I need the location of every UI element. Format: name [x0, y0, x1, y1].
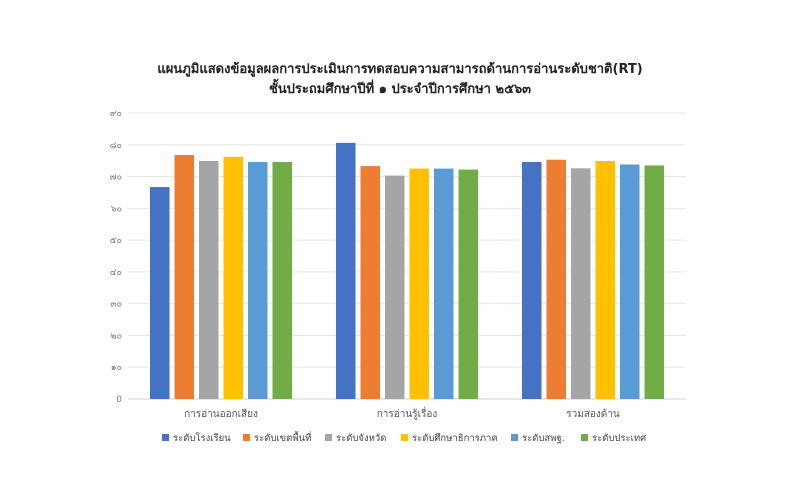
legend-swatch	[401, 434, 408, 441]
legend-item: ระดับจังหวัด	[325, 433, 386, 444]
category-label: รวมสองด้าน	[566, 408, 620, 420]
bar	[522, 161, 542, 399]
x-axis: การอ่านออกเสียง การอ่านรู้เรื่อง รวมสองด้า…	[184, 406, 620, 420]
legend-item: ระดับศึกษาธิการภาค	[401, 433, 498, 444]
legend-label: ระดับจังหวัด	[336, 433, 386, 444]
y-tick-label: ๗๐	[110, 173, 122, 183]
legend-item: ระดับโรงเรียน	[162, 432, 231, 444]
legend-item: ระดับเขตพื้นที่	[243, 431, 311, 444]
bar	[199, 160, 219, 399]
bar	[409, 168, 429, 399]
bar	[458, 169, 478, 399]
chart-subtitle: ชั้นประถมศึกษาปีที่ ๑ ประจำปีการศึกษา ๒๕…	[269, 78, 531, 97]
legend-swatch	[511, 434, 518, 441]
bar	[150, 187, 170, 399]
legend-swatch	[162, 434, 169, 441]
bars	[150, 142, 664, 400]
legend-label: ระดับสพฐ.	[522, 433, 565, 444]
y-tick-label: ๓๐	[110, 300, 122, 310]
bar	[360, 166, 380, 399]
chart-title: แผนภูมิแสดงข้อมูลผลการประเมินการทดสอบควา…	[157, 61, 642, 77]
y-tick-label: ๔๐	[110, 268, 122, 278]
legend-item: ระดับสพฐ.	[511, 433, 565, 444]
y-axis: 0 ๑๐ ๒๐ ๓๐ ๔๐ ๕๐ ๖๐ ๗๐ ๘๐ ๙๐	[110, 109, 123, 405]
bar	[248, 161, 268, 399]
bar	[620, 164, 640, 399]
gridlines	[128, 112, 686, 400]
bar	[434, 168, 454, 399]
legend-label: ระดับศึกษาธิการภาค	[412, 433, 498, 444]
bar	[223, 156, 243, 399]
y-tick-label: ๑๐	[111, 363, 122, 373]
y-tick-label: ๕๐	[110, 236, 122, 246]
legend-swatch	[243, 434, 250, 441]
bar	[272, 161, 292, 399]
y-tick-label: ๘๐	[110, 141, 122, 151]
bar	[644, 165, 664, 399]
bar	[336, 142, 356, 400]
legend-item: ระดับประเทศ	[581, 433, 646, 444]
bar	[546, 159, 566, 399]
y-tick-label: ๙๐	[110, 109, 122, 119]
y-tick-label: 0	[116, 395, 122, 405]
y-tick-label: ๖๐	[111, 204, 122, 214]
y-tick-label: ๒๐	[111, 331, 122, 341]
category-label: การอ่านรู้เรื่อง	[377, 406, 438, 420]
legend-label: ระดับประเทศ	[592, 433, 646, 444]
legend-swatch	[581, 434, 588, 441]
bar	[595, 160, 615, 399]
bar	[385, 175, 405, 399]
legend-label: ระดับโรงเรียน	[173, 432, 231, 444]
legend: ระดับโรงเรียน ระดับเขตพื้นที่ ระดับจังหวัด…	[162, 431, 646, 444]
bar	[174, 154, 194, 399]
legend-swatch	[325, 434, 332, 441]
category-label: การอ่านออกเสียง	[184, 408, 258, 420]
bar	[571, 168, 591, 399]
legend-label: ระดับเขตพื้นที่	[254, 431, 311, 444]
